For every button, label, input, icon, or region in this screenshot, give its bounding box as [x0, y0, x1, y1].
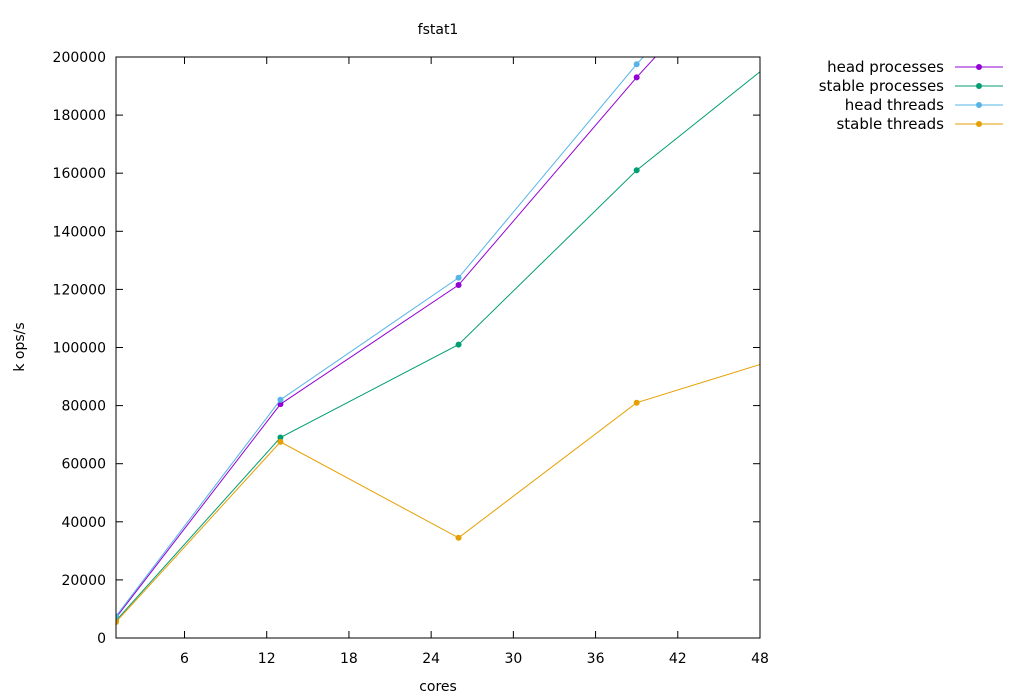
data-point — [633, 74, 640, 81]
series-line — [116, 363, 760, 623]
legend-label: head processes — [827, 58, 944, 76]
y-tick-label: 100000 — [53, 341, 106, 357]
series-layer — [116, 57, 760, 626]
data-point — [116, 613, 119, 620]
data-point — [277, 396, 284, 403]
data-point — [455, 274, 462, 281]
data-point — [455, 534, 462, 541]
y-tick-label: 40000 — [61, 515, 106, 531]
y-tick-label: 120000 — [53, 282, 106, 298]
series-line — [116, 57, 644, 617]
legend-swatch-point — [976, 83, 982, 89]
x-tick-label: 24 — [422, 651, 440, 667]
legend-label: head threads — [845, 96, 944, 114]
legend-label: stable threads — [836, 115, 944, 133]
y-tick-label: 180000 — [53, 108, 106, 124]
data-point — [633, 399, 640, 406]
legend-item: stable threads — [836, 115, 1003, 133]
x-tick-label: 30 — [504, 651, 522, 667]
y-tick-label: 140000 — [53, 224, 106, 240]
y-tick-label: 60000 — [61, 457, 106, 473]
x-tick-label: 6 — [180, 651, 189, 667]
x-tick-label: 42 — [669, 651, 687, 667]
series-line — [116, 57, 656, 618]
chart-title: fstat1 — [418, 22, 459, 38]
x-tick-label: 18 — [340, 651, 358, 667]
y-axis-title: k ops/s — [12, 322, 28, 371]
axis-ticks: 6 12 18 24 30 36 42 48 0 20000 40000 60000 80000 1000… — [53, 50, 769, 667]
data-point — [633, 167, 640, 174]
legend-swatch-point — [976, 121, 982, 127]
x-tick-label: 36 — [587, 651, 605, 667]
data-point — [633, 61, 640, 68]
y-tick-label: 160000 — [53, 166, 106, 182]
data-point — [116, 619, 119, 626]
y-tick-label: 80000 — [61, 399, 106, 415]
data-point — [455, 282, 462, 289]
data-point — [455, 341, 462, 348]
y-tick-label: 0 — [97, 631, 106, 647]
legend-label: stable processes — [819, 77, 944, 95]
x-tick-label: 48 — [751, 651, 769, 667]
y-tick-label: 200000 — [53, 50, 106, 66]
x-tick-label: 12 — [258, 651, 276, 667]
x-axis-title: cores — [419, 679, 457, 695]
series-line — [116, 71, 760, 621]
legend-swatch-point — [976, 64, 982, 70]
legend-item: stable processes — [819, 77, 1003, 95]
legend-swatch-point — [976, 102, 982, 108]
legend-item: head threads — [845, 96, 1003, 114]
data-point — [277, 434, 284, 441]
legend-item: head processes — [827, 58, 1003, 76]
y-tick-label: 20000 — [61, 573, 106, 589]
plot-frame — [115, 56, 761, 639]
series-head-processes — [116, 57, 656, 621]
data-point — [277, 401, 284, 408]
series-head-threads — [116, 57, 644, 620]
data-point — [277, 438, 284, 445]
series-stable-threads — [116, 363, 760, 626]
